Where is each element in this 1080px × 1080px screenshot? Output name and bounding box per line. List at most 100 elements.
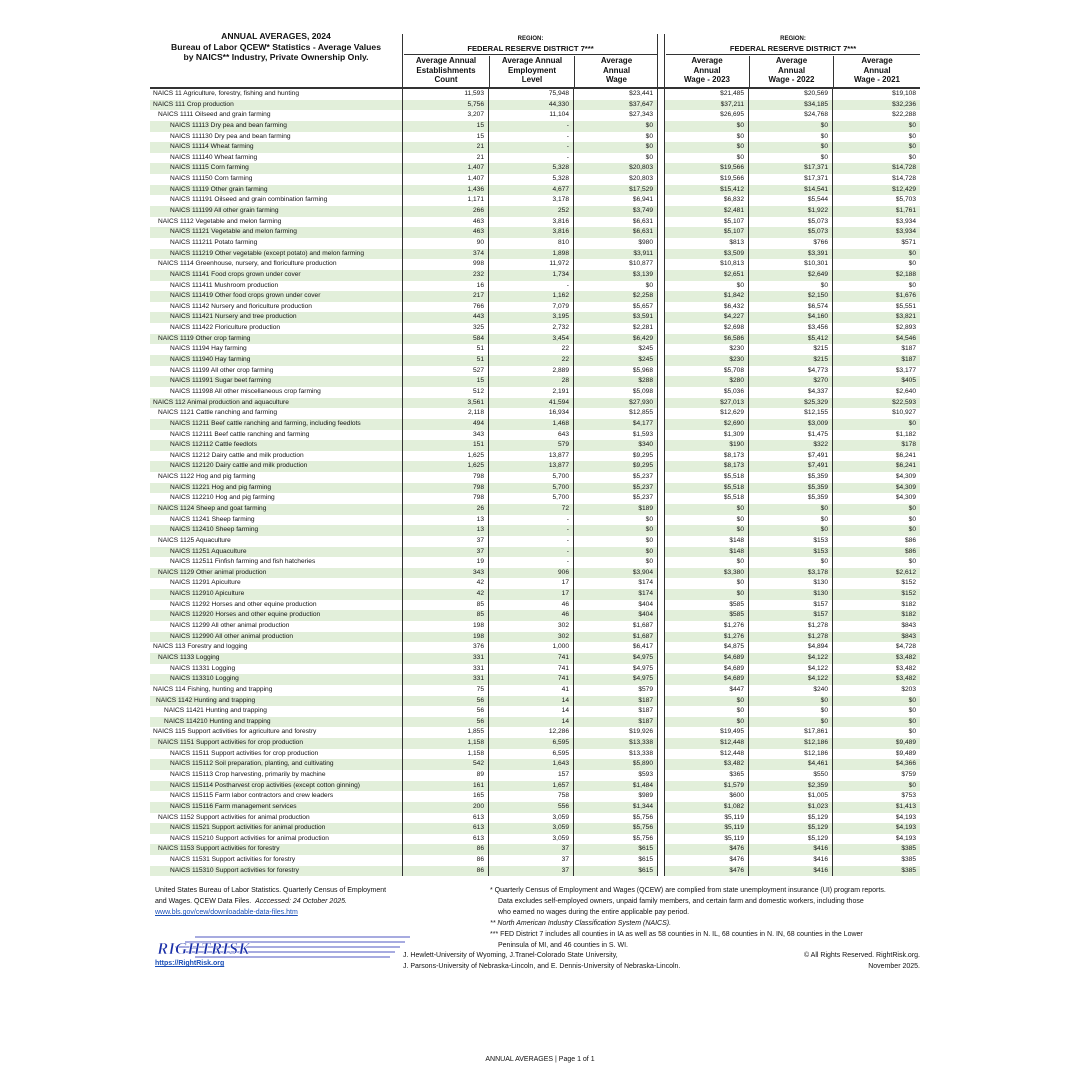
cell-establishments: 343	[402, 429, 488, 441]
cell-industry: NAICS 111991 Sugar beet farming	[170, 377, 271, 385]
cell-wage-2021: $4,193	[832, 812, 920, 824]
column-gap	[657, 759, 664, 770]
column-header: Average Annual Wage - 2021	[833, 56, 920, 87]
cell-establishments: 1,171	[402, 195, 488, 207]
cell-establishments: 11,593	[402, 89, 488, 100]
cell-wage-2023: $0	[664, 120, 748, 132]
rightrisk-link[interactable]: https://RightRisk.org	[155, 960, 225, 967]
cell-industry: NAICS 11291 Apiculture	[170, 579, 241, 587]
column-gap	[657, 599, 664, 611]
cell-wage-2023: $3,509	[664, 248, 748, 260]
cell-industry: NAICS 115 Support activities for agricul…	[153, 728, 317, 736]
cell-employment: 2,732	[488, 323, 573, 334]
cell-wage-2023: $5,518	[664, 482, 748, 494]
cell-industry: NAICS 111211 Potato farming	[170, 238, 258, 246]
table-row: NAICS 115310 Support activities for fore…	[150, 865, 920, 877]
cell-employment: 556	[488, 801, 573, 813]
table-row: NAICS 11114 Wheat farming 21- $0 $0 $0 $0	[150, 142, 920, 153]
table-row: NAICS 11521 Support activities for anima…	[150, 823, 920, 834]
cell-wage-2022: $34,185	[748, 99, 832, 111]
cell-wage-2024: $6,631	[573, 227, 657, 238]
cell-wage-2023: $37,211	[664, 99, 748, 111]
cell-wage-2023: $1,276	[664, 621, 748, 632]
column-gap	[657, 237, 664, 249]
table-row: NAICS 11142 Nursery and floriculture pro…	[150, 301, 920, 313]
cell-wage-2021: $0	[832, 280, 920, 292]
cell-wage-2022: $4,122	[748, 663, 832, 675]
cell-industry: NAICS 11114 Wheat farming	[170, 143, 254, 151]
column-header-line: Annual	[777, 65, 806, 75]
cell-industry: NAICS 11142 Nursery and floriculture pro…	[170, 302, 312, 310]
cell-wage-2022: $4,160	[748, 312, 832, 324]
cell-employment: 5,700	[488, 493, 573, 504]
cell-wage-2023: $1,082	[664, 801, 748, 813]
table-row: NAICS 1111 Oilseed and grain farming 3,20…	[150, 110, 920, 121]
cell-wage-2023: $4,689	[664, 674, 748, 685]
cell-wage-2022: $0	[748, 152, 832, 164]
cell-wage-2022: $4,461	[748, 759, 832, 770]
footnote-qcew: who earned no wages during the entire ap…	[498, 909, 690, 916]
cell-wage-2022: $5,544	[748, 195, 832, 207]
column-header-line: Wage	[605, 75, 628, 84]
cell-industry: NAICS 115210 Support activities for anim…	[170, 834, 329, 842]
column-gap	[657, 280, 664, 292]
cell-employment: 46	[488, 599, 573, 611]
column-gap	[657, 142, 664, 153]
cell-industry: NAICS 112920 Horses and other equine pro…	[170, 611, 321, 619]
column-gap	[657, 131, 664, 143]
cell-wage-2024: $3,591	[573, 312, 657, 324]
cell-employment: 17	[488, 578, 573, 590]
cell-wage-2024: $245	[573, 344, 657, 356]
cell-establishments: 19	[402, 557, 488, 568]
cell-wage-2023: $148	[664, 546, 748, 558]
cell-establishments: 1,436	[402, 184, 488, 196]
cell-wage-2022: $5,129	[748, 812, 832, 824]
table-row: NAICS 111991 Sugar beet farming 15 28 $288 $…	[150, 376, 920, 387]
cell-wage-2021: $0	[832, 131, 920, 143]
cell-wage-2022: $3,009	[748, 418, 832, 430]
cell-wage-2021: $10,927	[832, 408, 920, 419]
table-row: NAICS 11194 Hay farming 51 22 $245 $230 $215 $…	[150, 344, 920, 356]
cell-wage-2023: $280	[664, 376, 748, 387]
source-link[interactable]: www.bls.gov/cew/downloadable-data-files.…	[155, 909, 298, 916]
cell-employment: 3,816	[488, 227, 573, 238]
cell-wage-2023: $5,107	[664, 216, 748, 228]
table-row: NAICS 11212 Dairy cattle and milk produc…	[150, 450, 920, 462]
cell-establishments: 512	[402, 386, 488, 398]
table-row: NAICS 11113 Dry pea and bean farming 15- $…	[150, 120, 920, 132]
cell-wage-2022: $17,861	[748, 727, 832, 739]
column-gap	[657, 684, 664, 696]
cell-wage-2023: $476	[664, 855, 748, 866]
cell-wage-2022: $5,129	[748, 833, 832, 845]
column-gap	[657, 152, 664, 164]
cell-wage-2024: $615	[573, 855, 657, 866]
cell-industry: NAICS 112410 Sheep farming	[170, 526, 259, 534]
table-row: NAICS 1122 Hog and pig farming 798 5,700 $5…	[150, 472, 920, 483]
cell-wage-2022: $2,150	[748, 291, 832, 302]
cell-wage-2022: $14,541	[748, 184, 832, 196]
cell-wage-2024: $404	[573, 610, 657, 622]
cell-wage-2023: $19,495	[664, 727, 748, 739]
cell-employment: 1,657	[488, 780, 573, 792]
cell-industry: NAICS 1125 Aquaculture	[158, 536, 231, 544]
cell-wage-2021: $9,489	[832, 738, 920, 749]
cell-wage-2022: $1,475	[748, 429, 832, 441]
table-row: NAICS 11291 Apiculture 42 17 $174 $0 $130 $152	[150, 578, 920, 590]
cell-wage-2024: $17,529	[573, 184, 657, 196]
cell-wage-2023: $230	[664, 355, 748, 366]
cell-establishments: 85	[402, 599, 488, 611]
table-row: NAICS 112990 All other animal production…	[150, 631, 920, 643]
cell-establishments: 5,756	[402, 99, 488, 111]
cell-industry: NAICS 114 Fishing, hunting and trapping	[153, 685, 273, 693]
cell-employment: 906	[488, 567, 573, 579]
cell-industry: NAICS 111940 Hay farming	[170, 356, 251, 364]
cell-establishments: 376	[402, 642, 488, 653]
cell-wage-2021: $32,236	[832, 99, 920, 111]
cell-wage-2021: $0	[832, 418, 920, 430]
cell-wage-2024: $0	[573, 514, 657, 526]
author-line: J. Hewlett-University of Wyoming, J.Tran…	[403, 952, 618, 959]
cell-wage-2023: $26,695	[664, 110, 748, 121]
cell-wage-2024: $3,904	[573, 567, 657, 579]
cell-wage-2024: $174	[573, 578, 657, 590]
cell-industry: NAICS 11299 All other animal production	[170, 622, 290, 630]
